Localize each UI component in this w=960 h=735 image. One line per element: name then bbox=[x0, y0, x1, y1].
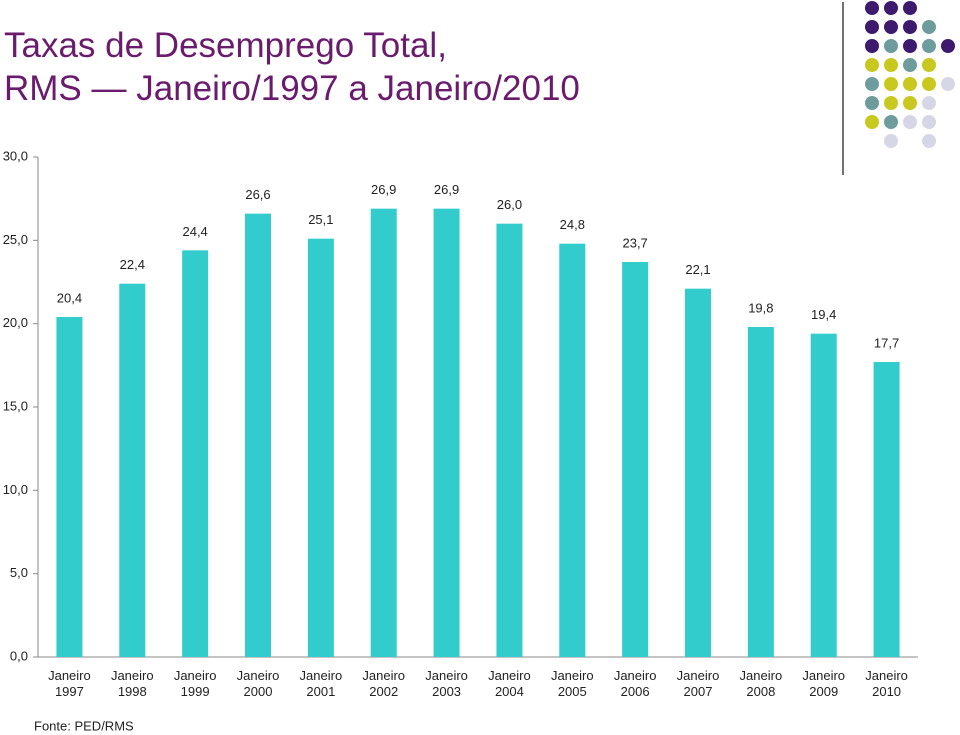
x-tick-label: Janeiro 2002 bbox=[362, 668, 405, 699]
value-label: 19,8 bbox=[748, 300, 773, 315]
bar bbox=[182, 250, 209, 658]
x-tick-label: Janeiro 2004 bbox=[488, 668, 531, 699]
x-tick-label: Janeiro 1998 bbox=[111, 668, 154, 699]
value-label: 17,7 bbox=[874, 335, 899, 350]
value-label: 26,9 bbox=[434, 182, 459, 197]
x-tick-label: Janeiro 2009 bbox=[802, 668, 845, 699]
bar bbox=[685, 288, 711, 657]
value-label: 26,6 bbox=[245, 187, 270, 202]
value-label: 19,4 bbox=[811, 307, 836, 322]
x-tick-label: Janeiro 2003 bbox=[425, 668, 468, 699]
value-label: 23,7 bbox=[622, 235, 647, 250]
decor-dots bbox=[865, 1, 955, 148]
value-label: 22,1 bbox=[685, 262, 710, 277]
x-tick-label: Janeiro 2010 bbox=[865, 668, 908, 699]
value-label: 26,9 bbox=[371, 182, 396, 197]
source-note: Fonte: PED/RMS bbox=[34, 718, 134, 733]
bar bbox=[559, 243, 586, 657]
value-label: 25,1 bbox=[308, 212, 333, 227]
x-tick-label: Janeiro 1997 bbox=[48, 668, 91, 699]
bar bbox=[747, 327, 774, 657]
bar bbox=[433, 208, 460, 657]
bar bbox=[622, 262, 649, 657]
x-tick-label: Janeiro 2000 bbox=[237, 668, 280, 699]
value-label: 24,8 bbox=[560, 217, 585, 232]
y-tick-label: 0,0 bbox=[10, 648, 28, 663]
y-tick-label: 20,0 bbox=[3, 315, 28, 330]
x-tick-label: Janeiro 2008 bbox=[740, 668, 783, 699]
bar bbox=[56, 317, 83, 657]
y-tick-label: 15,0 bbox=[3, 398, 28, 413]
x-tick-label: Janeiro 1999 bbox=[174, 668, 217, 699]
y-tick-label: 25,0 bbox=[3, 232, 28, 247]
bar bbox=[873, 362, 900, 657]
value-label: 20,4 bbox=[57, 290, 82, 305]
bar bbox=[119, 283, 146, 657]
y-tick-label: 30,0 bbox=[3, 148, 28, 163]
bar bbox=[245, 213, 271, 657]
x-tick-label: Janeiro 2005 bbox=[551, 668, 594, 699]
y-tick-label: 10,0 bbox=[3, 482, 28, 497]
value-label: 22,4 bbox=[120, 257, 145, 272]
bar bbox=[496, 223, 523, 657]
x-tick-label: Janeiro 2007 bbox=[677, 668, 720, 699]
y-tick-label: 5,0 bbox=[10, 565, 28, 580]
bar bbox=[307, 238, 334, 657]
x-tick-label: Janeiro 2001 bbox=[300, 668, 343, 699]
x-tick-label: Janeiro 2006 bbox=[614, 668, 657, 699]
bar bbox=[810, 333, 837, 657]
bar bbox=[370, 208, 397, 657]
value-label: 24,4 bbox=[182, 224, 207, 239]
chart-title: RMS — Janeiro/1997 a Janeiro/2010 bbox=[4, 69, 580, 108]
chart-title: Taxas de Desemprego Total, bbox=[4, 26, 447, 65]
value-label: 26,0 bbox=[497, 197, 522, 212]
